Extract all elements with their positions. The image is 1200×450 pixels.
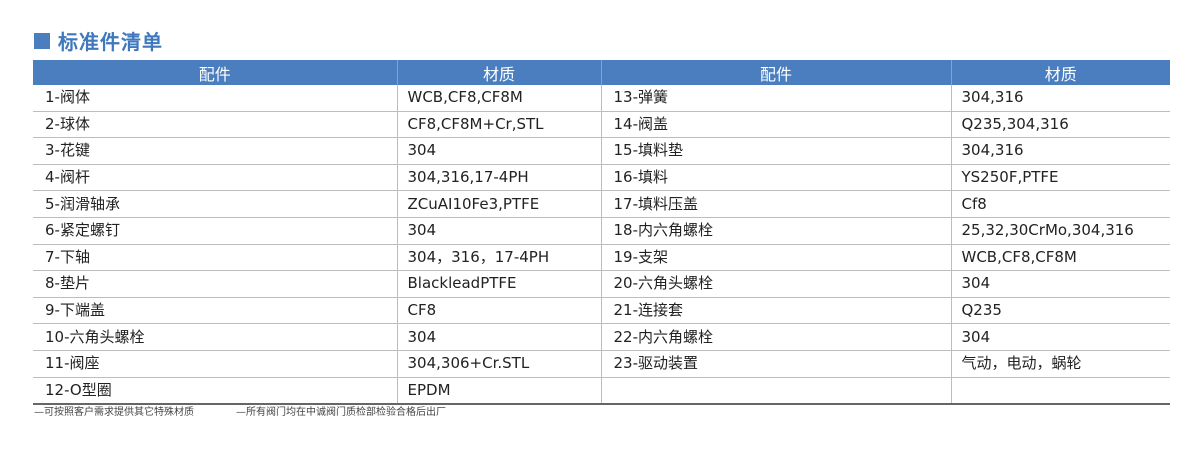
part-cell: 23-驱动装置 bbox=[600, 350, 951, 378]
table-row: 9-下端盖 CF8 21-连接套 Q235 bbox=[33, 297, 1170, 325]
part-cell: 2-球体 bbox=[33, 111, 397, 139]
table-row: 7-下轴 304，316，17-4PH 19-支架 WCB,CF8,CF8M bbox=[33, 244, 1170, 272]
part-cell: 22-内六角螺栓 bbox=[600, 323, 951, 351]
table-row: 12-O型圈 EPDM bbox=[33, 377, 1170, 406]
material-cell: 304,316,17-4PH bbox=[396, 164, 601, 192]
material-cell: CF8 bbox=[396, 297, 601, 325]
part-cell: 9-下端盖 bbox=[33, 297, 397, 325]
part-cell: 1-阀体 bbox=[33, 85, 397, 112]
material-cell: 气动，电动，蜗轮 bbox=[950, 350, 1170, 378]
material-cell: 304 bbox=[396, 323, 601, 351]
part-cell: 10-六角头螺栓 bbox=[33, 323, 397, 351]
part-cell: 20-六角头螺栓 bbox=[600, 270, 951, 298]
standard-parts-table: 配件 材质 配件 材质 1-阀体 WCB,CF8,CF8M 13-弹簧 304,316 2-球… bbox=[33, 60, 1170, 406]
material-cell: 25,32,30CrMo,304,316 bbox=[950, 217, 1170, 245]
table-row: 1-阀体 WCB,CF8,CF8M 13-弹簧 304,316 bbox=[33, 85, 1170, 112]
part-cell: 17-填料压盖 bbox=[600, 190, 951, 218]
material-cell: 304 bbox=[950, 270, 1170, 298]
material-cell: BlackleadPTFE bbox=[396, 270, 601, 298]
part-cell: 12-O型圈 bbox=[33, 377, 397, 406]
material-cell: 304 bbox=[396, 217, 601, 245]
note: —所有阀门均在中诚阀门质检部检验合格后出厂 bbox=[236, 407, 446, 418]
column-header: 配件 bbox=[600, 60, 951, 85]
table-row: 10-六角头螺栓 304 22-内六角螺栓 304 bbox=[33, 323, 1170, 351]
material-cell: Q235,304,316 bbox=[950, 111, 1170, 139]
material-cell: CF8,CF8M+Cr,STL bbox=[396, 111, 601, 139]
part-cell: 21-连接套 bbox=[600, 297, 951, 325]
section-title: 标准件清单 bbox=[34, 26, 163, 55]
material-cell: Cf8 bbox=[950, 190, 1170, 218]
material-cell bbox=[950, 377, 1170, 406]
table-row: 5-润滑轴承 ZCuAI10Fe3,PTFE 17-填料压盖 Cf8 bbox=[33, 190, 1170, 218]
material-cell: 304,306+Cr.STL bbox=[396, 350, 601, 378]
column-header: 材质 bbox=[396, 60, 601, 85]
material-cell: 304,316 bbox=[950, 85, 1170, 112]
part-cell: 16-填料 bbox=[600, 164, 951, 192]
table-row: 6-紧定螺钉 304 18-内六角螺栓 25,32,30CrMo,304,316 bbox=[33, 217, 1170, 245]
part-cell: 15-填料垫 bbox=[600, 137, 951, 165]
table-row: 8-垫片 BlackleadPTFE 20-六角头螺栓 304 bbox=[33, 270, 1170, 298]
column-header: 配件 bbox=[33, 60, 397, 85]
table-row: 11-阀座 304,306+Cr.STL 23-驱动装置 气动，电动，蜗轮 bbox=[33, 350, 1170, 378]
part-cell: 4-阀杆 bbox=[33, 164, 397, 192]
material-cell: WCB,CF8,CF8M bbox=[396, 85, 601, 112]
material-cell: 304，316，17-4PH bbox=[396, 244, 601, 272]
part-cell: 8-垫片 bbox=[33, 270, 397, 298]
part-cell bbox=[600, 377, 951, 406]
table-row: 3-花键 304 15-填料垫 304,316 bbox=[33, 137, 1170, 165]
part-cell: 13-弹簧 bbox=[600, 85, 951, 112]
note: —可按照客户需求提供其它特殊材质 bbox=[34, 407, 194, 418]
footer-notes: —可按照客户需求提供其它特殊材质 —所有阀门均在中诚阀门质检部检验合格后出厂 bbox=[34, 403, 446, 418]
material-cell: 304,316 bbox=[950, 137, 1170, 165]
material-cell: ZCuAI10Fe3,PTFE bbox=[396, 190, 601, 218]
part-cell: 14-阀盖 bbox=[600, 111, 951, 139]
square-bullet-icon bbox=[34, 32, 50, 49]
part-cell: 18-内六角螺栓 bbox=[600, 217, 951, 245]
material-cell: 304 bbox=[396, 137, 601, 165]
part-cell: 7-下轴 bbox=[33, 244, 397, 272]
part-cell: 5-润滑轴承 bbox=[33, 190, 397, 218]
column-header: 材质 bbox=[950, 60, 1170, 85]
part-cell: 11-阀座 bbox=[33, 350, 397, 378]
table-row: 4-阀杆 304,316,17-4PH 16-填料 YS250F,PTFE bbox=[33, 164, 1170, 192]
material-cell: EPDM bbox=[396, 377, 601, 406]
material-cell: Q235 bbox=[950, 297, 1170, 325]
material-cell: WCB,CF8,CF8M bbox=[950, 244, 1170, 272]
table-row: 2-球体 CF8,CF8M+Cr,STL 14-阀盖 Q235,304,316 bbox=[33, 111, 1170, 139]
part-cell: 3-花键 bbox=[33, 137, 397, 165]
part-cell: 19-支架 bbox=[600, 244, 951, 272]
material-cell: 304 bbox=[950, 323, 1170, 351]
part-cell: 6-紧定螺钉 bbox=[33, 217, 397, 245]
material-cell: YS250F,PTFE bbox=[950, 164, 1170, 192]
